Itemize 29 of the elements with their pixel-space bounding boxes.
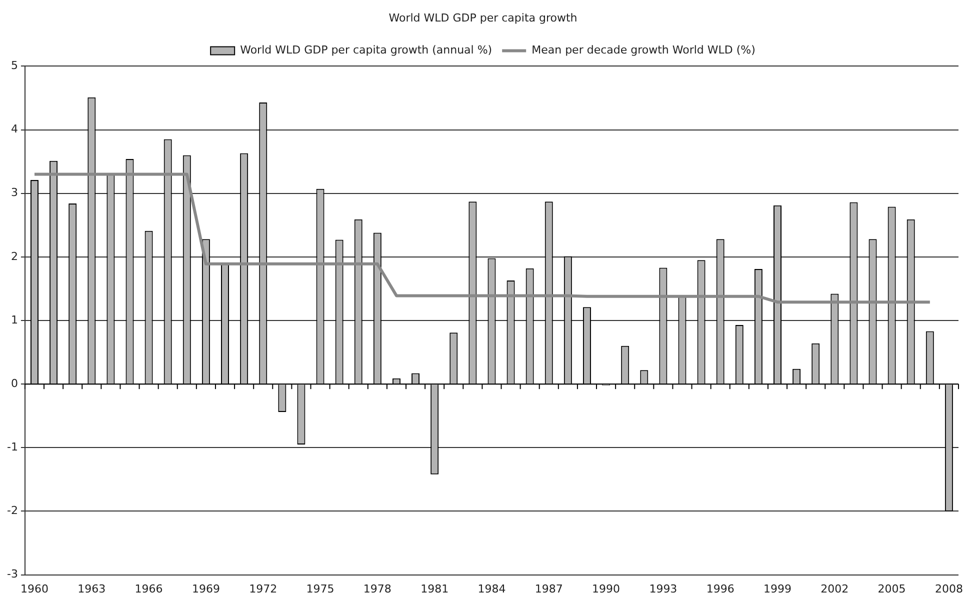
y-tick-label: 1: [10, 313, 18, 326]
y-tick-label: -3: [7, 568, 18, 581]
x-tick-label: 1966: [134, 582, 163, 596]
legend-label: World WLD GDP per capita growth (annual %): [240, 44, 492, 57]
x-tick-label: 1984: [478, 582, 506, 596]
y-tick-label: 3: [10, 186, 18, 200]
y-tick-label: 4: [10, 122, 18, 136]
x-tick-label: 2005: [878, 582, 906, 596]
chart-title: World WLD GDP per capita growth: [388, 11, 578, 24]
x-tick-label: 1972: [249, 582, 278, 596]
y-tick-label: -2: [7, 504, 18, 518]
x-tick-label: 1993: [649, 582, 678, 596]
x-tick-label: 1999: [764, 582, 792, 596]
x-tick-label: 1996: [706, 582, 734, 596]
x-tick-label: 1975: [306, 582, 334, 596]
x-tick-label: 1981: [420, 582, 449, 596]
y-tick-label: 2: [10, 250, 18, 263]
x-tick-label: 1969: [192, 582, 220, 596]
x-tick-label: 1960: [20, 582, 48, 596]
x-tick-label: 2008: [934, 582, 963, 596]
y-tick-label: 0: [10, 376, 18, 390]
x-tick-label: 1963: [78, 582, 106, 596]
legend-label: Mean per decade growth World WLD (%): [532, 44, 756, 57]
x-tick-label: 1978: [363, 582, 392, 596]
x-tick-label: 1987: [534, 582, 563, 596]
x-tick-label: 1990: [592, 582, 620, 596]
x-tick-label: 2002: [820, 582, 849, 596]
y-tick-label: -1: [7, 440, 18, 454]
y-tick-label: 5: [10, 59, 18, 72]
